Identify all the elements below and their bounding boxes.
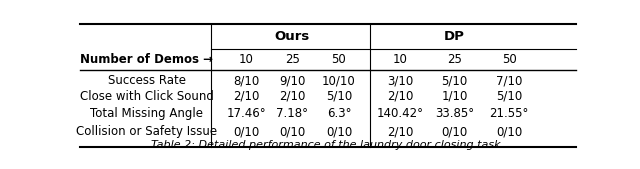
Text: 0/10: 0/10 (279, 125, 305, 138)
Text: 5/10: 5/10 (442, 74, 468, 87)
Text: 21.55°: 21.55° (490, 107, 529, 120)
Text: 10: 10 (239, 53, 253, 66)
Text: 8/10: 8/10 (233, 74, 259, 87)
Text: 33.85°: 33.85° (435, 107, 474, 120)
Text: 10/10: 10/10 (322, 74, 356, 87)
Text: 10: 10 (392, 53, 407, 66)
Text: 3/10: 3/10 (387, 74, 413, 87)
Text: Close with Click Sound: Close with Click Sound (80, 90, 214, 103)
Text: Ours: Ours (275, 30, 310, 43)
Text: 2/10: 2/10 (387, 90, 413, 103)
Text: 0/10: 0/10 (326, 125, 352, 138)
Text: 5/10: 5/10 (496, 90, 522, 103)
Text: 17.46°: 17.46° (227, 107, 266, 120)
Text: 7.18°: 7.18° (276, 107, 308, 120)
Text: 50: 50 (502, 53, 516, 66)
Text: 5/10: 5/10 (326, 90, 352, 103)
Text: DP: DP (444, 30, 465, 43)
Text: 0/10: 0/10 (496, 125, 522, 138)
Text: 50: 50 (332, 53, 346, 66)
Text: 25: 25 (447, 53, 462, 66)
Text: 140.42°: 140.42° (376, 107, 424, 120)
Text: 0/10: 0/10 (442, 125, 468, 138)
Text: 6.3°: 6.3° (326, 107, 351, 120)
Text: 2/10: 2/10 (233, 90, 259, 103)
Text: 2/10: 2/10 (387, 125, 413, 138)
Text: 25: 25 (285, 53, 300, 66)
Text: Number of Demos →: Number of Demos → (81, 53, 214, 66)
Text: Success Rate: Success Rate (108, 74, 186, 87)
Text: Table 2: Detailed performance of the laundry door closing task.: Table 2: Detailed performance of the lau… (152, 140, 504, 150)
Text: 2/10: 2/10 (279, 90, 305, 103)
Text: Total Missing Angle: Total Missing Angle (90, 107, 204, 120)
Text: 7/10: 7/10 (496, 74, 522, 87)
Text: 1/10: 1/10 (442, 90, 468, 103)
Text: 9/10: 9/10 (279, 74, 305, 87)
Text: 0/10: 0/10 (233, 125, 259, 138)
Text: Collision or Safety Issue: Collision or Safety Issue (76, 125, 218, 138)
